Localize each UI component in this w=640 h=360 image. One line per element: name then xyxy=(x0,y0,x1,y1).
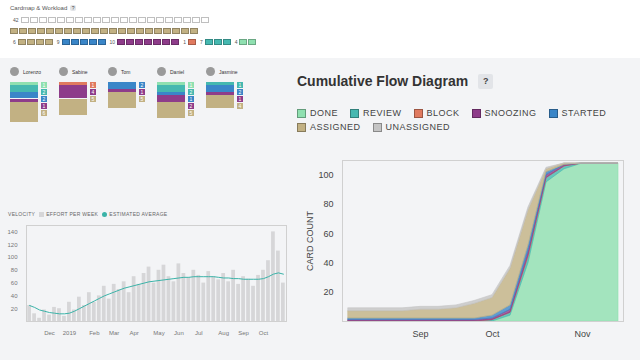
html-text:1: 1 xyxy=(42,103,46,109)
svg-text:Oct: Oct xyxy=(259,330,269,336)
svg-text:140: 140 xyxy=(7,229,18,235)
svg-text:Oct: Oct xyxy=(485,329,500,339)
html-text:1: 1 xyxy=(189,82,193,88)
svg-text:Jun: Jun xyxy=(174,330,184,336)
html-text:7: 7 xyxy=(199,39,203,45)
html-text:4: 4 xyxy=(91,89,95,95)
svg-text:80: 80 xyxy=(11,267,18,273)
html-text:EFFORT PER WEEK: EFFORT PER WEEK xyxy=(46,211,99,217)
svg-text:Dec: Dec xyxy=(44,330,55,336)
html-text:1: 1 xyxy=(183,39,186,45)
svg-text:Nov: Nov xyxy=(574,329,591,339)
html-text:10: 10 xyxy=(109,39,116,45)
svg-text:80: 80 xyxy=(323,199,333,209)
svg-text:2019: 2019 xyxy=(63,330,77,336)
html-text:2: 2 xyxy=(189,103,193,109)
html-text:1: 1 xyxy=(42,82,46,88)
html-text:Tom: Tom xyxy=(121,69,131,75)
html-text:UNASSIGNED: UNASSIGNED xyxy=(385,122,450,132)
html-text:1: 1 xyxy=(91,82,95,88)
svg-text:Feb: Feb xyxy=(89,330,100,336)
html-text:4: 4 xyxy=(238,103,242,109)
svg-text:60: 60 xyxy=(11,280,18,286)
html-text:2: 2 xyxy=(140,82,144,88)
html-text:5: 5 xyxy=(189,110,193,116)
html-text:Lorenzo: Lorenzo xyxy=(23,69,42,75)
svg-text:100: 100 xyxy=(7,254,18,260)
html-text:SNOOZING: SNOOZING xyxy=(484,108,537,118)
html-text:5: 5 xyxy=(140,96,144,102)
svg-text:40: 40 xyxy=(11,293,18,299)
html-text:2: 2 xyxy=(238,89,242,95)
html-text:1: 1 xyxy=(238,96,242,102)
html-text:REVIEW: REVIEW xyxy=(363,108,402,118)
html-text:ASSIGNED: ASSIGNED xyxy=(310,122,361,132)
html-text:Daniel: Daniel xyxy=(170,69,185,75)
html-text:1: 1 xyxy=(238,82,242,88)
html-text:42: 42 xyxy=(13,17,19,23)
html-text:2: 2 xyxy=(42,96,46,102)
svg-text:May: May xyxy=(153,330,164,336)
html-text:STARTED: STARTED xyxy=(561,108,607,118)
svg-text:40: 40 xyxy=(323,258,333,268)
html-text:6: 6 xyxy=(13,39,16,45)
html-text:4: 4 xyxy=(234,39,238,45)
svg-text:Sep: Sep xyxy=(412,329,428,339)
html-text:6: 6 xyxy=(42,110,46,116)
svg-text:Mar: Mar xyxy=(109,330,119,336)
html-text:Sabine: Sabine xyxy=(72,69,88,75)
svg-text:20: 20 xyxy=(11,306,18,312)
svg-text:Aug: Aug xyxy=(218,330,229,336)
html-text:Cardmap & Workload: Cardmap & Workload xyxy=(10,5,68,11)
svg-text:20: 20 xyxy=(323,287,333,297)
svg-text:100: 100 xyxy=(318,170,333,180)
html-text:Cumulative Flow Diagram: Cumulative Flow Diagram xyxy=(297,73,469,89)
svg-text:60: 60 xyxy=(323,229,333,239)
svg-text:Apr: Apr xyxy=(129,330,138,336)
html-text:2: 2 xyxy=(42,89,46,95)
html-text:ESTIMATED AVERAGE: ESTIMATED AVERAGE xyxy=(109,211,168,217)
html-text:VELOCITY: VELOCITY xyxy=(8,211,36,217)
html-text:1: 1 xyxy=(189,96,193,102)
svg-text:CARD COUNT: CARD COUNT xyxy=(305,210,315,271)
svg-text:Jul: Jul xyxy=(195,330,203,336)
html-text:DONE: DONE xyxy=(310,108,338,118)
html-text:Jasmine: Jasmine xyxy=(219,69,238,75)
html-text:9: 9 xyxy=(56,39,60,45)
html-text:5: 5 xyxy=(91,96,95,102)
html-text:BLOCK: BLOCK xyxy=(426,108,460,118)
svg-text:Sep: Sep xyxy=(238,330,249,336)
html-text:2: 2 xyxy=(189,89,193,95)
html-text:1: 1 xyxy=(140,89,144,95)
svg-text:120: 120 xyxy=(7,242,18,248)
